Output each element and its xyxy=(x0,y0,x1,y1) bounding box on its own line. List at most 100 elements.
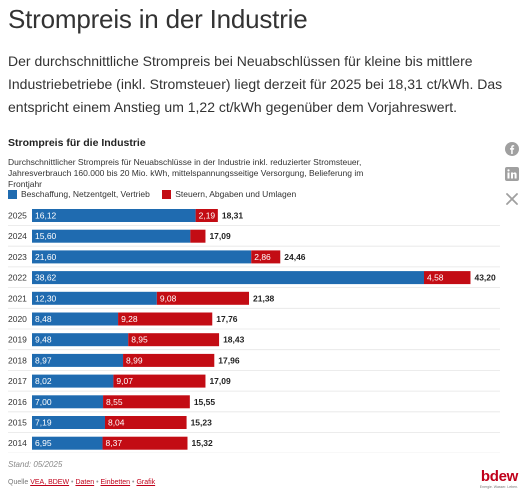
bar-value-label: 6,95 xyxy=(35,438,52,448)
legend-swatch-taxes xyxy=(162,189,172,199)
bar-total-label: 17,96 xyxy=(218,355,240,365)
year-label: 2018 xyxy=(8,355,27,365)
bar-segment-taxes xyxy=(113,374,206,388)
year-label: 2022 xyxy=(8,273,27,283)
page-title: Strompreis in der Industrie xyxy=(8,4,308,34)
bar-total-label: 43,20 xyxy=(474,273,496,283)
bar-value-label: 2,19 xyxy=(199,211,216,221)
year-label: 2020 xyxy=(8,314,27,324)
sources-prefix: Quelle xyxy=(8,479,29,486)
year-label: 2025 xyxy=(8,211,27,221)
year-label: 2024 xyxy=(8,231,27,241)
bar-value-label: 9,28 xyxy=(121,314,138,324)
bar-segment-procurement xyxy=(32,229,191,243)
bar-value-label: 2,86 xyxy=(254,252,271,262)
bar-total-label: 17,09 xyxy=(209,376,231,386)
stacked-bar-chart: 2025 16,12 2,19 18,31 2024 15,60 17,09 2023 21,6… xyxy=(8,209,500,453)
year-label: 2021 xyxy=(8,293,27,303)
linkedin-share-button[interactable] xyxy=(504,166,520,182)
bullet-separator: • xyxy=(71,479,74,486)
bar-total-label: 18,43 xyxy=(223,335,245,345)
bar-segment-taxes xyxy=(123,353,215,367)
bar-segment-taxes xyxy=(156,291,250,305)
logo-tagline: Energie. Wasser. Leben. xyxy=(479,485,518,489)
share-bar xyxy=(504,141,520,216)
bar-segment-taxes xyxy=(118,312,213,326)
bar-segment-procurement xyxy=(32,271,424,285)
bar-segment-taxes xyxy=(102,436,188,450)
bar-value-label: 9,48 xyxy=(35,335,52,345)
bar-segment-procurement xyxy=(32,416,105,429)
bar-segment-procurement xyxy=(32,209,196,222)
facebook-share-button[interactable] xyxy=(504,141,520,157)
bar-segment-taxes xyxy=(423,271,471,285)
legend-label-taxes: Steuern, Abgaben und Umlagen xyxy=(175,189,297,199)
bar-segment-taxes xyxy=(190,229,206,243)
bar-value-label: 12,30 xyxy=(35,293,57,303)
bar-segment-procurement xyxy=(32,374,114,388)
facebook-icon xyxy=(505,142,519,156)
year-label: 2023 xyxy=(8,252,27,262)
embed-link[interactable]: Einbetten xyxy=(100,479,131,486)
bar-segment-taxes xyxy=(103,395,190,409)
bar-segment-taxes xyxy=(251,250,281,264)
bar-value-label: 8,04 xyxy=(108,418,125,428)
year-label: 2016 xyxy=(8,397,27,407)
bar-segment-procurement xyxy=(32,436,103,450)
bar-segment-taxes xyxy=(128,333,220,347)
bar-segment-procurement xyxy=(32,395,104,409)
bullet-separator: • xyxy=(132,479,135,486)
bar-segment-procurement xyxy=(32,353,124,367)
bar-value-label: 8,02 xyxy=(35,376,52,386)
chart-subtitle: Durchschnittlicher Strompreis für Neuabs… xyxy=(8,157,364,189)
bar-total-label: 15,55 xyxy=(194,397,216,407)
bar-total-label: 17,09 xyxy=(209,231,231,241)
bar-segment-procurement xyxy=(32,291,157,305)
bar-segment-procurement xyxy=(32,250,252,264)
bar-value-label: 8,48 xyxy=(35,314,52,324)
bar-segment-taxes xyxy=(104,416,187,429)
bar-total-label: 21,38 xyxy=(253,293,275,303)
sources-line: Quelle VEA, BDEW • Daten • Einbetten • G… xyxy=(8,479,155,486)
chart-footer: Stand: 05/2025 Quelle VEA, BDEW • Daten … xyxy=(8,460,522,500)
x-icon xyxy=(506,193,518,205)
bar-value-label: 9,07 xyxy=(116,376,133,386)
year-label: 2015 xyxy=(8,418,27,428)
legend-swatch-procurement xyxy=(8,189,17,199)
bar-value-label: 15,60 xyxy=(35,231,57,241)
year-label: 2017 xyxy=(8,376,27,386)
bar-value-label: 38,62 xyxy=(35,273,57,283)
bdew-logo[interactable]: bdew Energie. Wasser. Leben. xyxy=(472,468,519,490)
bar-value-label: 9,08 xyxy=(160,293,177,303)
legend-label-procurement: Beschaffung, Netzentgelt, Vertrieb xyxy=(21,189,150,199)
source-link[interactable]: VEA, BDEW xyxy=(30,479,70,486)
bar-total-label: 15,23 xyxy=(191,418,213,428)
bar-total-label: 18,31 xyxy=(222,211,244,221)
bar-value-label: 8,97 xyxy=(35,355,52,365)
bar-total-label: 24,46 xyxy=(284,252,306,262)
bar-segment-procurement xyxy=(32,333,129,347)
bar-value-label: 8,37 xyxy=(106,438,123,448)
legend-item-procurement: Beschaffung, Netzentgelt, Vertrieb xyxy=(8,189,150,199)
x-share-button[interactable] xyxy=(504,191,520,207)
bar-value-label: 8,55 xyxy=(106,397,123,407)
graphic-link[interactable]: Grafik xyxy=(136,479,156,486)
intro-text: Der durchschnittliche Strompreis bei Neu… xyxy=(8,53,503,115)
year-label: 2019 xyxy=(8,335,27,345)
bar-value-label: 8,99 xyxy=(126,355,143,365)
bar-total-label: 15,32 xyxy=(191,438,213,448)
bar-value-label: 7,19 xyxy=(35,418,52,428)
bullet-separator: • xyxy=(96,479,99,486)
data-link[interactable]: Daten xyxy=(75,479,95,486)
bar-value-label: 8,95 xyxy=(131,335,148,345)
year-label: 2014 xyxy=(8,438,27,448)
legend-item-taxes: Steuern, Abgaben und Umlagen xyxy=(162,189,296,199)
logo-wordmark: bdew xyxy=(480,468,518,485)
bar-value-label: 16,12 xyxy=(35,211,57,221)
chart-legend: Beschaffung, Netzentgelt, Vertrieb Steue… xyxy=(8,189,306,201)
bar-value-label: 7,00 xyxy=(35,397,52,407)
bar-segment-taxes xyxy=(195,209,218,222)
linkedin-icon xyxy=(505,167,519,181)
stand-date: Stand: 05/2025 xyxy=(8,460,63,469)
bar-value-label: 21,60 xyxy=(35,252,57,262)
